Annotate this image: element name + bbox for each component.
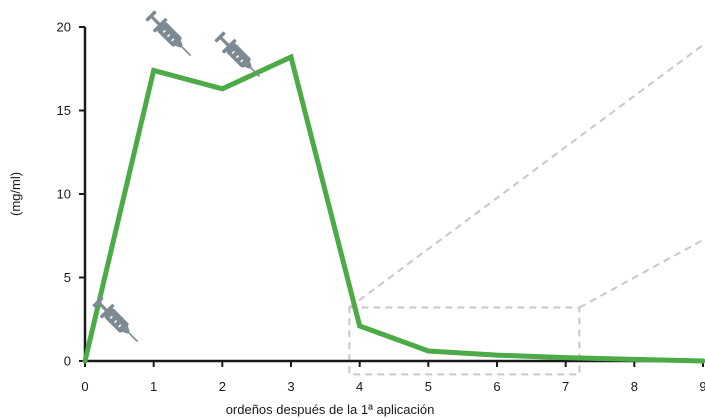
- y-tick-label: 20: [57, 20, 71, 35]
- x-tick-label: 4: [356, 379, 363, 394]
- annotation-icons: [92, 10, 260, 342]
- x-tick-label: 6: [493, 379, 500, 394]
- y-tick-label: 10: [57, 187, 71, 202]
- zoom-projection-line: [578, 239, 704, 309]
- x-tick-label: 3: [287, 379, 294, 394]
- x-tick-label: 1: [150, 379, 157, 394]
- x-tick-label: 9: [699, 379, 705, 394]
- syringe-icon: [214, 31, 260, 77]
- y-tick-label: 5: [64, 270, 71, 285]
- series-line: [82, 53, 705, 364]
- zoom-layer: [348, 44, 704, 376]
- ticks: 0 5 10 15 20 0 1 2 3 4 5 6 7 8 9: [57, 20, 705, 395]
- x-tick-label: 8: [631, 379, 638, 394]
- y-axis-title: (mg/ml): [8, 172, 23, 216]
- y-tick-label: 15: [57, 103, 71, 118]
- zoom-projection-line: [348, 44, 704, 309]
- x-tick-label: 2: [219, 379, 226, 394]
- syringe-icon: [145, 10, 191, 56]
- syringe-icon: [92, 296, 138, 342]
- x-tick-label: 0: [81, 379, 88, 394]
- y-tick-label: 0: [64, 354, 71, 369]
- x-axis-title: ordeños después de la 1ª aplicación: [226, 402, 435, 417]
- x-tick-label: 7: [562, 379, 569, 394]
- x-tick-label: 5: [425, 379, 432, 394]
- zoom-box: [348, 306, 581, 376]
- series-layer: [82, 53, 705, 364]
